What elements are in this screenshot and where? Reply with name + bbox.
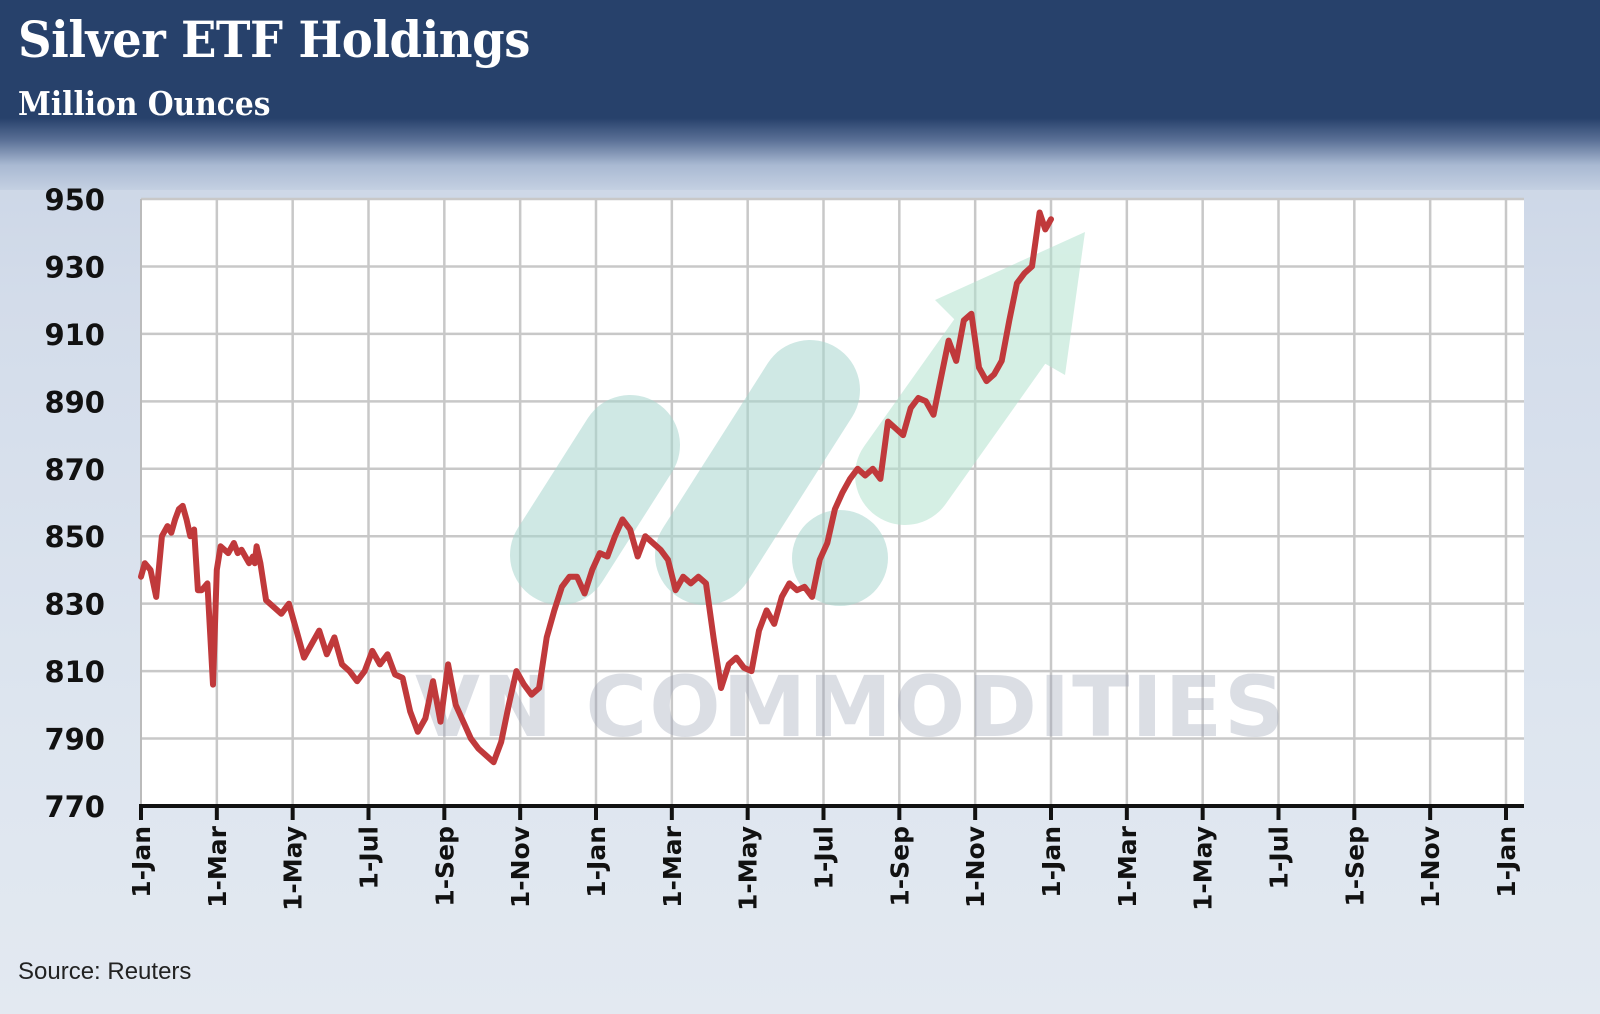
y-tick-label: 910	[44, 318, 105, 352]
x-tick-label: 1-Jul	[355, 826, 384, 889]
y-tick-label: 930	[44, 250, 105, 284]
x-tick-label: 1-Sep	[1340, 826, 1369, 907]
x-tick-label: 1-Jan	[1037, 826, 1066, 898]
chart-subtitle: Million Ounces	[18, 84, 271, 123]
source-note: Source: Reuters	[18, 958, 192, 985]
x-tick-label: 1-Mar	[658, 825, 687, 908]
y-tick-label: 810	[44, 655, 105, 689]
y-tick-label: 850	[44, 520, 105, 554]
y-axis: 950 930 910 890 870 850 830 810 790 770	[44, 183, 142, 824]
x-tick-label: 1-Mar	[203, 825, 232, 908]
x-tick-label: 1-Nov	[506, 826, 535, 908]
x-tick-label: 1-Sep	[885, 826, 914, 907]
x-tick-label: 1-May	[279, 826, 308, 911]
x-axis: 1-Jan 1-Mar 1-May 1-Jul 1-Sep 1-Nov 1-Jan 1-Mar…	[127, 804, 1524, 911]
x-tick-label: 1-Jan	[127, 826, 156, 898]
x-tick-label: 1-Jul	[1265, 826, 1294, 889]
watermark-text: VN COMMODITIES	[415, 658, 1287, 756]
rising-arrow-logo-icon	[510, 232, 1085, 606]
x-tick-label: 1-Mar	[1113, 825, 1142, 908]
holdings-line	[138, 209, 1054, 766]
y-tick-label: 870	[44, 453, 105, 487]
y-tick-label: 830	[44, 588, 105, 622]
x-tick-label: 1-Jul	[810, 826, 839, 889]
watermark: VN COMMODITIES	[415, 232, 1287, 756]
x-tick-label: 1-May	[1189, 826, 1218, 911]
x-tick-label: 1-Jan	[582, 826, 611, 898]
x-tick-label: 1-Nov	[961, 826, 990, 908]
x-tick-label: 1-May	[734, 826, 763, 911]
x-tick-label: 1-Jan	[1492, 826, 1521, 898]
chart-title: Silver ETF Holdings	[18, 10, 530, 69]
plot-area	[141, 199, 1524, 806]
y-tick-label: 770	[44, 790, 105, 824]
y-tick-label: 950	[44, 183, 105, 217]
x-tick-label: 1-Sep	[430, 826, 459, 907]
y-tick-label: 890	[44, 385, 105, 419]
x-tick-label: 1-Nov	[1416, 826, 1445, 908]
header-banner: Silver ETF Holdings Million Ounces	[0, 0, 1600, 190]
y-tick-label: 790	[44, 723, 105, 757]
